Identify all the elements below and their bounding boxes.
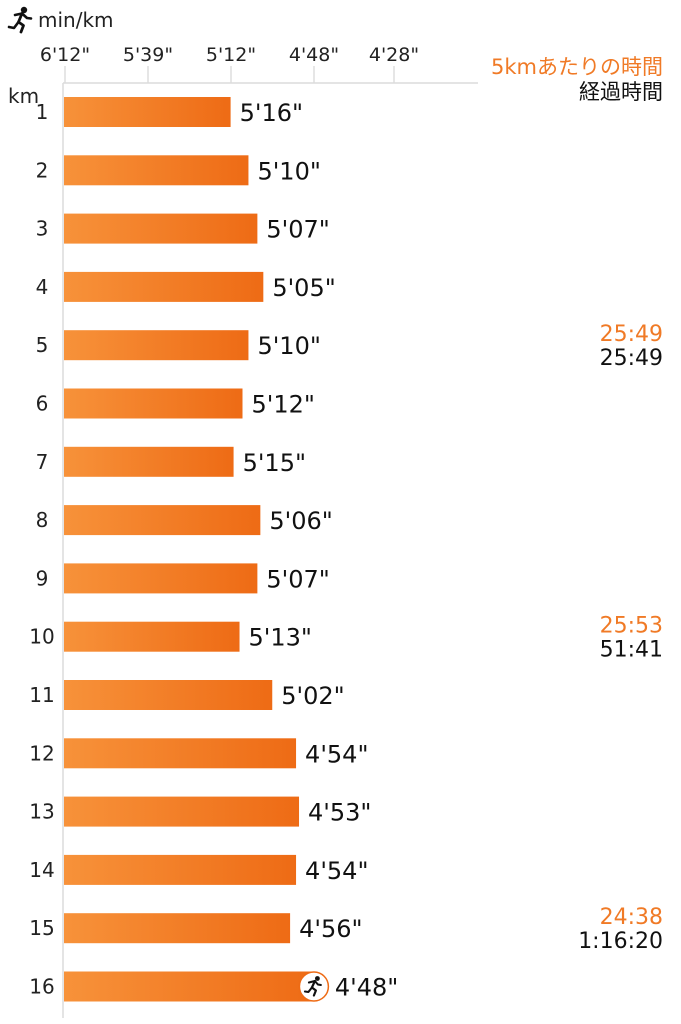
bar xyxy=(64,213,258,244)
split-time: 24:38 xyxy=(600,905,663,930)
x-tick-label: 6'12" xyxy=(40,44,90,66)
runner-badge-icon xyxy=(298,971,330,1002)
bar-value-label: 4'56" xyxy=(299,915,362,943)
bar-value-label: 5'07" xyxy=(266,216,329,244)
category-label: 15 xyxy=(29,916,54,940)
category-label: 8 xyxy=(36,508,49,532)
legend-split: 5kmあたりの時間 xyxy=(491,55,663,79)
category-label: 9 xyxy=(36,566,49,590)
x-unit-label: min/km xyxy=(38,8,114,32)
bar xyxy=(64,738,297,769)
bar xyxy=(64,854,297,885)
category-label: 14 xyxy=(29,858,54,882)
bar-value-label: 5'05" xyxy=(272,274,335,302)
runner-icon xyxy=(7,6,33,34)
bar xyxy=(64,505,261,536)
bar-value-label: 4'53" xyxy=(308,799,371,827)
bar-value-label: 4'54" xyxy=(305,740,368,768)
y-unit-label: km xyxy=(8,84,39,108)
bar xyxy=(64,330,249,361)
bar xyxy=(64,680,273,710)
category-label: 5 xyxy=(36,333,49,357)
bar-value-label: 5'07" xyxy=(266,565,329,593)
category-label: 1 xyxy=(36,100,49,124)
bar-value-label: 5'06" xyxy=(269,507,332,535)
legend-elapsed: 経過時間 xyxy=(579,80,663,104)
elapsed-time: 25:49 xyxy=(600,346,663,371)
split-time: 25:49 xyxy=(600,322,663,347)
bar-value-label: 4'48" xyxy=(335,974,398,1002)
bar-value-label: 5'13" xyxy=(249,624,312,652)
bar-value-label: 5'02" xyxy=(281,682,344,710)
bar-value-label: 5'16" xyxy=(240,99,303,127)
split-time: 25:53 xyxy=(600,614,663,639)
bar xyxy=(64,446,234,477)
bar-value-label: 5'10" xyxy=(257,157,320,185)
category-label: 12 xyxy=(29,741,54,765)
bar-value-label: 5'10" xyxy=(257,332,320,360)
x-tick-label: 5'12" xyxy=(206,44,256,66)
elapsed-time: 51:41 xyxy=(600,638,663,663)
bar xyxy=(64,971,314,1002)
x-tick-label: 5'39" xyxy=(123,44,173,66)
bar xyxy=(64,563,258,594)
bar-value-label: 4'54" xyxy=(305,857,368,885)
category-label: 6 xyxy=(36,392,49,416)
category-label: 13 xyxy=(29,800,54,824)
bar xyxy=(64,155,249,186)
bar-value-label: 5'12" xyxy=(252,391,315,419)
x-tick-label: 4'28" xyxy=(369,44,419,66)
bar xyxy=(64,97,231,127)
category-label: 2 xyxy=(36,158,49,182)
category-label: 4 xyxy=(36,275,49,299)
bar xyxy=(64,271,264,302)
bar xyxy=(64,388,243,419)
bar xyxy=(64,621,240,652)
category-label: 11 xyxy=(29,683,54,707)
category-label: 10 xyxy=(29,625,54,649)
elapsed-time: 1:16:20 xyxy=(578,929,663,954)
bar-value-label: 5'15" xyxy=(243,449,306,477)
bar xyxy=(64,913,291,944)
category-label: 16 xyxy=(29,975,54,999)
category-label: 7 xyxy=(36,450,49,474)
x-tick-label: 4'48" xyxy=(289,44,339,66)
category-label: 3 xyxy=(36,217,49,241)
bar xyxy=(64,796,300,827)
